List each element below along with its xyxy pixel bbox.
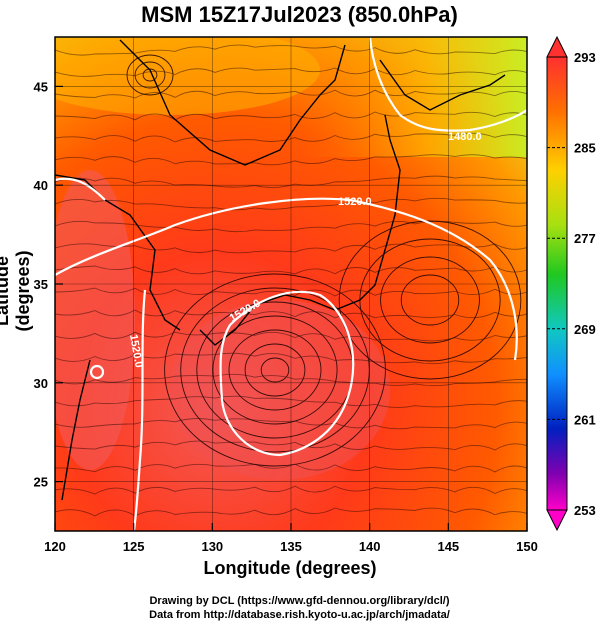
streamline	[126, 54, 174, 96]
coast-china-south	[61, 359, 91, 501]
y-tick-label: 35	[34, 277, 48, 292]
coastlines	[55, 39, 506, 501]
streamline	[338, 220, 522, 380]
streamline	[55, 154, 527, 166]
contour-label: 1480.0	[448, 131, 482, 143]
x-tick-label: 140	[359, 539, 381, 554]
streamline	[55, 197, 527, 211]
streamline	[55, 485, 527, 495]
colorbar-tick-label: 269	[574, 322, 596, 337]
warm-region-north	[55, 37, 320, 115]
contour-1520-nw	[55, 177, 106, 201]
streamline	[55, 265, 527, 275]
y-tick-label: 25	[34, 475, 48, 490]
y-axis-ticks: 25 30 35 40 45	[34, 79, 63, 490]
colorbar-ticks: 293 285 277 269 261 253	[547, 50, 596, 518]
streamline	[228, 329, 322, 411]
streamline	[55, 352, 527, 365]
streamline	[134, 61, 166, 89]
streamline	[55, 418, 527, 430]
streamline	[55, 132, 527, 143]
streamline	[55, 331, 527, 342]
streamline	[260, 357, 290, 383]
streamline	[55, 89, 527, 99]
credit-drawing: Drawing by DCL (https://www.gfd-dennou.o…	[149, 595, 450, 607]
colorbar	[546, 35, 568, 532]
coast-hokkaido-kuril	[379, 59, 506, 111]
y-tick-label: 45	[34, 79, 48, 94]
streamline	[55, 220, 527, 233]
colorbar-tick-label: 293	[574, 50, 596, 65]
wind-streamlines	[55, 44, 527, 517]
coast-asia-north	[119, 39, 346, 166]
y-tick-label: 30	[34, 376, 48, 391]
chart-title: MSM 15Z17Jul2023 (850.0hPa)	[141, 2, 458, 27]
x-tick-label: 130	[201, 539, 223, 554]
cool-region-northeast	[300, 37, 527, 157]
streamline	[212, 315, 338, 425]
hot-region-south	[170, 300, 390, 480]
contour-1520-west	[132, 289, 147, 531]
colorbar-top-arrow	[546, 35, 568, 58]
geopotential-contours	[55, 37, 527, 531]
colorbar-tick-label: 277	[574, 231, 596, 246]
streamline	[55, 243, 527, 254]
streamline	[55, 309, 527, 319]
streamline	[55, 395, 527, 408]
streamline	[55, 287, 527, 297]
x-tick-label: 120	[44, 539, 66, 554]
streamline	[164, 273, 386, 467]
colorbar-bottom-arrow	[546, 509, 568, 532]
streamline	[55, 44, 527, 56]
grid-lines	[55, 37, 527, 531]
x-tick-label: 145	[437, 539, 459, 554]
streamline	[380, 256, 480, 344]
x-axis-label: Longitude (degrees)	[203, 558, 377, 578]
streamline	[55, 440, 527, 451]
contour-label: 1520.0	[127, 333, 145, 368]
colorbar-tick-label: 285	[574, 141, 596, 156]
x-tick-label: 150	[516, 539, 538, 554]
x-tick-label: 125	[123, 539, 145, 554]
colorbar-tick-label: 253	[574, 503, 596, 518]
y-tick-label: 40	[34, 178, 48, 193]
streamline	[244, 343, 306, 397]
streamline	[55, 67, 527, 77]
contour-1520-north	[55, 197, 518, 361]
streamline	[55, 111, 527, 121]
streamline	[142, 68, 158, 82]
map-plot-area: 1480.0 1520.0 1520.0 1520.0	[55, 37, 527, 531]
contour-1520-south-high	[219, 290, 355, 457]
streamline	[55, 373, 527, 387]
coast-korea-china	[55, 174, 181, 331]
streamline	[180, 287, 370, 453]
streamline	[55, 175, 527, 188]
contour-1480	[368, 37, 527, 132]
streamline	[400, 274, 460, 326]
contour-label: 1520.0	[338, 196, 372, 208]
colorbar-gradient	[546, 56, 568, 511]
coast-japan	[199, 114, 401, 346]
streamline	[55, 463, 527, 473]
hot-region-west	[55, 170, 135, 470]
colorbar-tick-label: 261	[574, 412, 596, 427]
x-axis-ticks: 120 125 130 135 140 145 150	[44, 523, 538, 554]
contour-small-circle	[89, 364, 105, 380]
credit-data: Data from http://database.rish.kyoto-u.a…	[149, 609, 450, 621]
x-tick-label: 135	[280, 539, 302, 554]
